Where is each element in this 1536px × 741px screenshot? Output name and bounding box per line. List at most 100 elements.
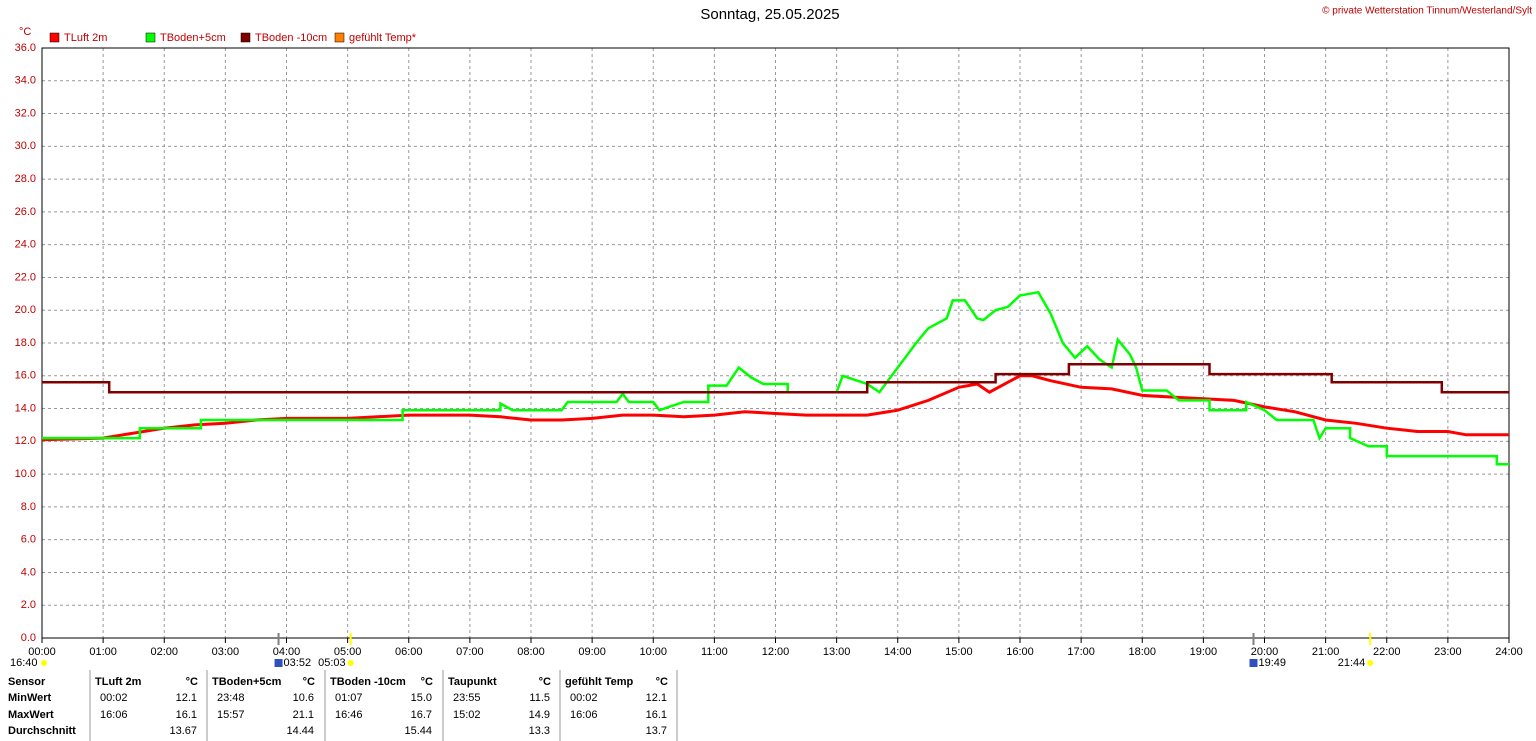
cell-time: 16:06 (570, 709, 598, 721)
annotation-icon (347, 660, 354, 666)
legend-label: gefühlt Temp* (349, 32, 417, 44)
y-tick-label: 10.0 (15, 468, 36, 480)
y-tick-label: 2.0 (21, 599, 36, 611)
column-header: TBoden -10cm (330, 676, 406, 688)
cell-value: 12.1 (176, 692, 197, 704)
x-tick-label: 24:00 (1495, 646, 1523, 658)
annotation-label: 16:40 (10, 657, 38, 669)
y-tick-label: 26.0 (15, 206, 36, 218)
legend-label: TLuft 2m (64, 32, 107, 44)
x-tick-label: 12:00 (762, 646, 790, 658)
legend-swatch (240, 32, 251, 43)
y-tick-label: 18.0 (15, 337, 36, 349)
annotation-icon (1367, 660, 1374, 666)
x-tick-label: 13:00 (823, 646, 851, 658)
cell-value: 14.44 (286, 725, 314, 737)
x-tick-label: 21:00 (1312, 646, 1340, 658)
x-tick-label: 06:00 (395, 646, 423, 658)
data-line (42, 363, 1509, 394)
y-tick-label: 6.0 (21, 534, 36, 546)
cell-time: 23:48 (217, 692, 245, 704)
y-tick-label: 30.0 (15, 140, 36, 152)
cell-time: 00:02 (570, 692, 598, 704)
x-tick-label: 23:00 (1434, 646, 1462, 658)
x-tick-label: 03:00 (212, 646, 240, 658)
annotation-icon (1249, 659, 1258, 667)
cell-time: 16:06 (100, 709, 128, 721)
x-tick-label: 08:00 (517, 646, 545, 658)
x-tick-label: 15:00 (945, 646, 973, 658)
cell-value: 13.3 (529, 725, 550, 737)
y-tick-label: 22.0 (15, 271, 36, 283)
y-tick-label: 4.0 (21, 566, 36, 578)
cell-value: 11.5 (529, 692, 550, 704)
data-line (42, 290, 1509, 466)
column-unit: °C (656, 676, 668, 688)
y-tick-label: 28.0 (15, 173, 36, 185)
row-label: MinWert (8, 692, 52, 704)
x-tick-label: 11:00 (701, 646, 728, 658)
row-label: MaxWert (8, 709, 54, 721)
column-unit: °C (303, 676, 315, 688)
y-tick-label: 0.0 (21, 632, 36, 644)
annotation-label: 03:52 (284, 657, 312, 669)
chart-title: Sonntag, 25.05.2025 (700, 6, 839, 23)
cell-value: 13.67 (169, 725, 197, 737)
y-tick-label: 34.0 (15, 75, 36, 87)
cell-value: 16.1 (646, 709, 667, 721)
x-tick-label: 17:00 (1067, 646, 1095, 658)
column-unit: °C (186, 676, 198, 688)
x-tick-label: 18:00 (1128, 646, 1156, 658)
x-tick-label: 20:00 (1251, 646, 1279, 658)
legend-swatch (145, 32, 156, 43)
cell-value: 15.44 (404, 725, 432, 737)
y-tick-label: 20.0 (15, 304, 36, 316)
row-label: Durchschnitt (8, 725, 76, 737)
x-tick-label: 02:00 (150, 646, 178, 658)
cell-value: 16.1 (176, 709, 197, 721)
cell-value: 16.7 (411, 709, 432, 721)
annotation-label: 19:49 (1258, 657, 1286, 669)
legend-label: TBoden -10cm (255, 32, 327, 44)
annotation-icon (41, 660, 47, 666)
x-tick-label: 10:00 (639, 646, 667, 658)
legend-swatch (49, 32, 60, 43)
cell-time: 01:07 (335, 692, 363, 704)
cell-value: 21.1 (293, 709, 314, 721)
cell-value: 12.1 (646, 692, 667, 704)
copyright: © private Wetterstation Tinnum/Westerlan… (1322, 6, 1532, 17)
x-tick-label: 09:00 (578, 646, 606, 658)
y-axis-label: °C (19, 26, 31, 38)
cell-time: 00:02 (100, 692, 128, 704)
cell-time: 15:57 (217, 709, 245, 721)
x-tick-label: 07:00 (456, 646, 484, 658)
column-header: TLuft 2m (95, 676, 142, 688)
x-tick-label: 19:00 (1190, 646, 1218, 658)
x-tick-label: 00:00 (28, 646, 56, 658)
y-tick-label: 36.0 (15, 42, 36, 54)
y-tick-label: 32.0 (15, 107, 36, 119)
y-tick-label: 16.0 (15, 370, 36, 382)
cell-time: 15:02 (453, 709, 481, 721)
cell-value: 13.7 (646, 725, 667, 737)
x-tick-label: 01:00 (89, 646, 117, 658)
x-tick-label: 16:00 (1006, 646, 1034, 658)
column-header: Taupunkt (448, 676, 497, 688)
x-tick-label: 14:00 (884, 646, 912, 658)
cell-time: 23:55 (453, 692, 481, 704)
y-tick-label: 14.0 (15, 402, 36, 414)
column-unit: °C (421, 676, 433, 688)
table-header: Sensor (8, 676, 46, 688)
annotation-label: 21:44 (1338, 657, 1366, 669)
column-header: gefühlt Temp (565, 676, 634, 688)
y-tick-label: 24.0 (15, 239, 36, 251)
plot-frame (41, 47, 1510, 639)
column-header: TBoden+5cm (212, 676, 282, 688)
y-tick-label: 8.0 (21, 501, 36, 513)
x-tick-label: 05:00 (334, 646, 362, 658)
annotation-label: 05:03 (318, 657, 346, 669)
annotation-icon (274, 659, 283, 667)
cell-value: 10.6 (293, 692, 314, 704)
